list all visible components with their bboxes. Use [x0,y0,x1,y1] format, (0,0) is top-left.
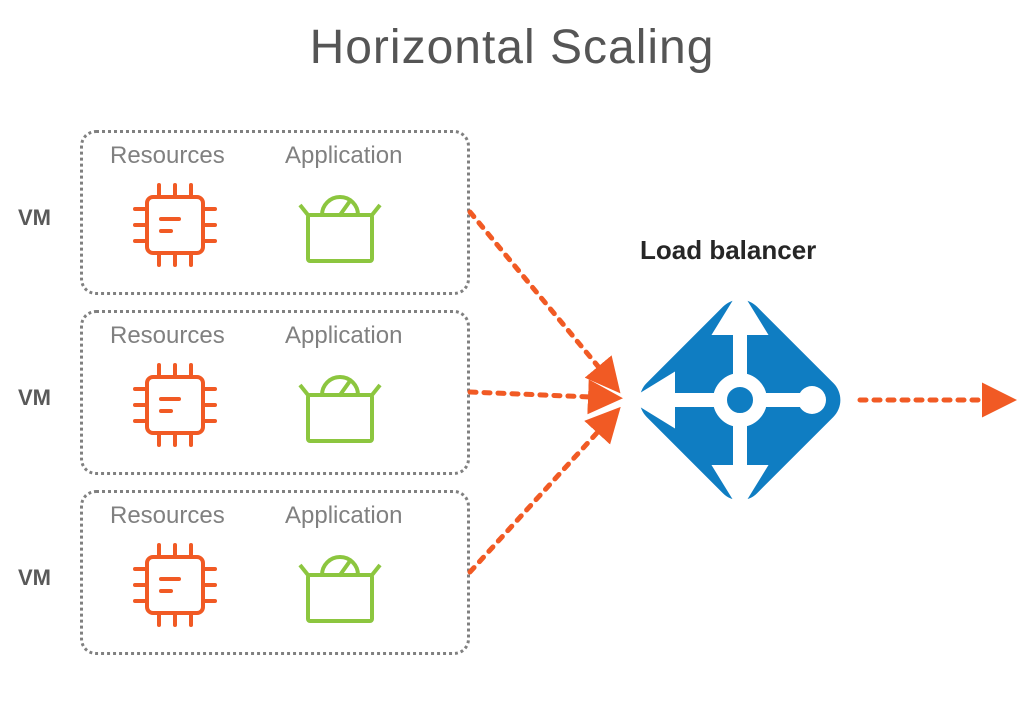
load-balancer-label: Load balancer [640,235,816,266]
resources-label-2: Resources [110,322,225,350]
resources-label-3: Resources [110,502,225,530]
vm-label-2: VM [18,385,51,411]
vm-label-1: VM [18,205,51,231]
application-label-1: Application [285,142,402,170]
vm-label-3: VM [18,565,51,591]
load-balancer-icon [630,290,851,511]
connector-arrows [470,212,1010,572]
application-label-2: Application [285,322,402,350]
resources-label-1: Resources [110,142,225,170]
application-label-3: Application [285,502,402,530]
page-title: Horizontal Scaling [0,20,1024,75]
